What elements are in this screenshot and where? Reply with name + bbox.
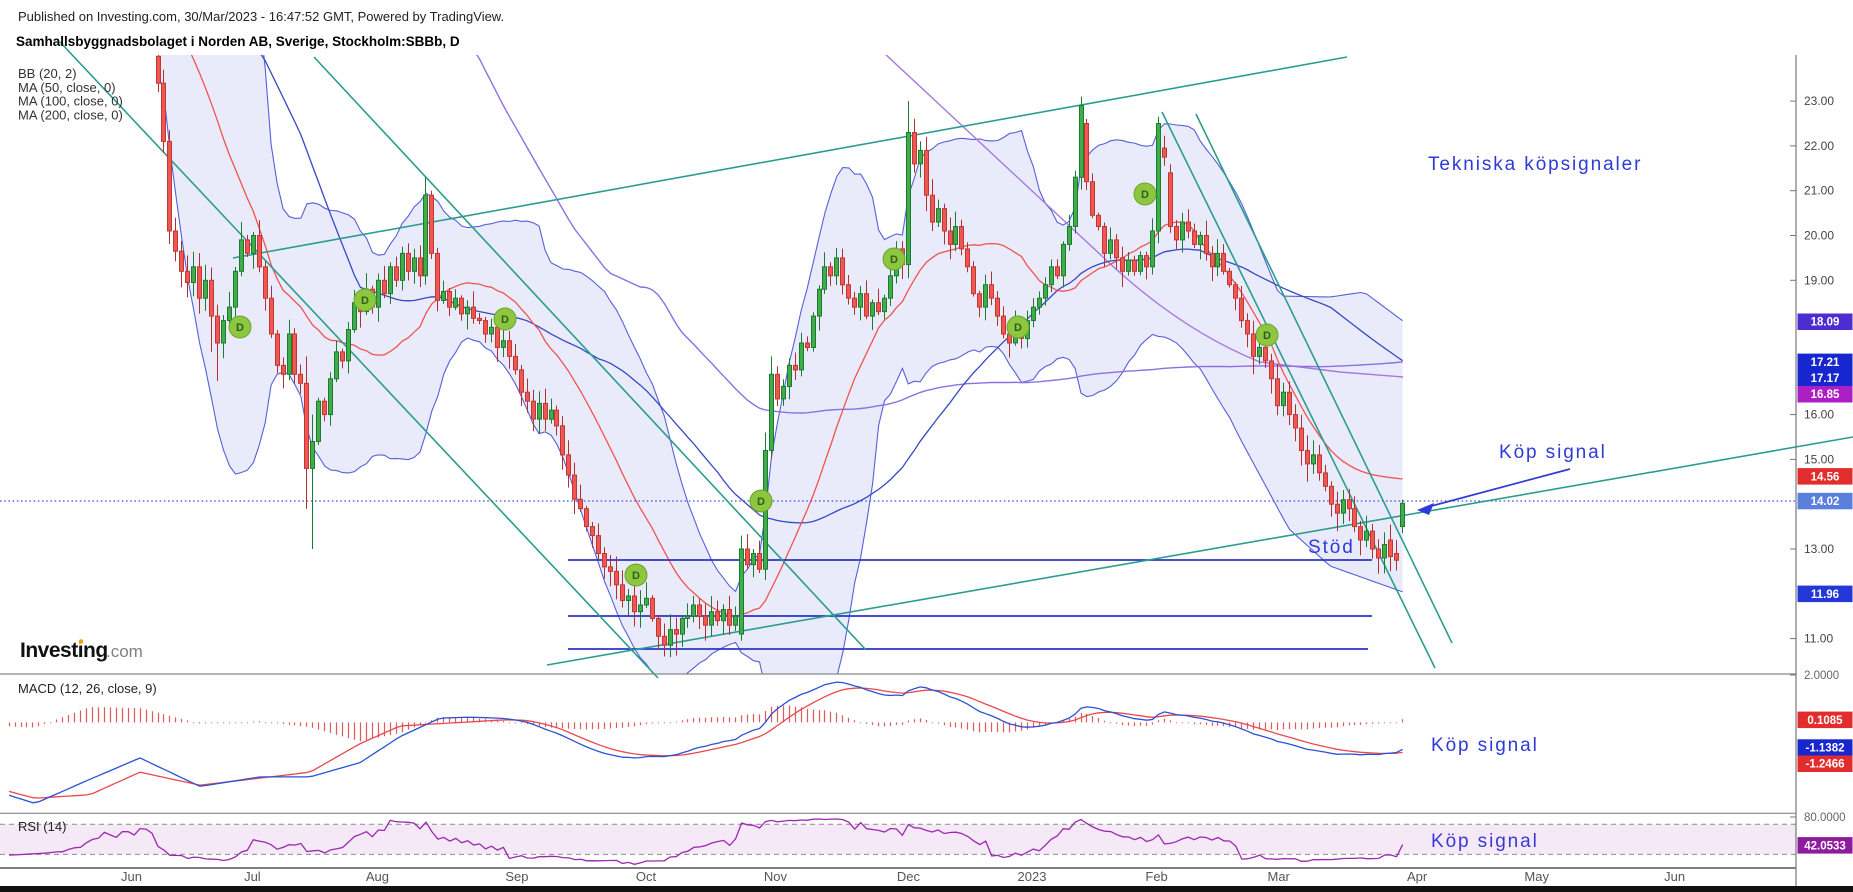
svg-text:Apr: Apr bbox=[1407, 869, 1428, 884]
svg-text:Investing: Investing bbox=[20, 639, 108, 662]
svg-text:-1.1382: -1.1382 bbox=[1805, 743, 1844, 755]
svg-text:D: D bbox=[757, 496, 765, 508]
svg-text:Jul: Jul bbox=[244, 869, 261, 884]
svg-text:D: D bbox=[632, 570, 640, 582]
svg-text:.com: .com bbox=[106, 642, 143, 661]
svg-text:14.56: 14.56 bbox=[1811, 471, 1840, 483]
svg-text:13.00: 13.00 bbox=[1804, 542, 1834, 556]
svg-text:20.00: 20.00 bbox=[1804, 229, 1834, 243]
svg-text:D: D bbox=[1141, 189, 1149, 201]
svg-text:42.0533: 42.0533 bbox=[1804, 840, 1846, 852]
svg-text:Sep: Sep bbox=[505, 869, 528, 884]
svg-text:Oct: Oct bbox=[636, 869, 657, 884]
svg-text:Tekniska köpsignaler: Tekniska köpsignaler bbox=[1428, 154, 1642, 175]
svg-text:D: D bbox=[1263, 330, 1271, 342]
svg-text:Jun: Jun bbox=[1664, 869, 1685, 884]
svg-text:Stöd: Stöd bbox=[1308, 537, 1355, 558]
svg-text:11.00: 11.00 bbox=[1804, 632, 1833, 646]
svg-text:Dec: Dec bbox=[897, 869, 921, 884]
svg-text:Published on Investing.com, 30: Published on Investing.com, 30/Mar/2023 … bbox=[18, 9, 504, 24]
svg-text:18.09: 18.09 bbox=[1811, 317, 1840, 329]
svg-text:-1.2466: -1.2466 bbox=[1805, 759, 1844, 771]
svg-text:Köp signal: Köp signal bbox=[1499, 442, 1607, 463]
svg-text:15.00: 15.00 bbox=[1804, 452, 1834, 466]
svg-text:17.21: 17.21 bbox=[1811, 357, 1840, 369]
svg-text:D: D bbox=[361, 295, 369, 307]
svg-text:D: D bbox=[1014, 322, 1022, 334]
svg-text:MACD (12, 26, close, 9): MACD (12, 26, close, 9) bbox=[18, 681, 157, 696]
svg-text:80.0000: 80.0000 bbox=[1804, 812, 1846, 824]
svg-text:Mar: Mar bbox=[1268, 869, 1291, 884]
svg-text:16.00: 16.00 bbox=[1804, 408, 1834, 422]
svg-text:19.00: 19.00 bbox=[1804, 273, 1834, 287]
svg-text:RSI (14): RSI (14) bbox=[18, 819, 66, 834]
svg-text:D: D bbox=[501, 314, 509, 326]
svg-text:11.96: 11.96 bbox=[1811, 589, 1839, 601]
svg-text:May: May bbox=[1524, 869, 1549, 884]
svg-text:14.02: 14.02 bbox=[1811, 496, 1840, 508]
svg-text:22.00: 22.00 bbox=[1804, 139, 1834, 153]
svg-text:Nov: Nov bbox=[764, 869, 788, 884]
svg-text:Köp signal: Köp signal bbox=[1431, 735, 1539, 756]
svg-text:D: D bbox=[890, 254, 898, 266]
svg-text:0.1085: 0.1085 bbox=[1807, 715, 1843, 727]
svg-text:2023: 2023 bbox=[1018, 869, 1047, 884]
svg-text:Köp signal: Köp signal bbox=[1431, 831, 1539, 852]
svg-text:23.00: 23.00 bbox=[1804, 94, 1834, 108]
svg-text:D: D bbox=[236, 322, 244, 334]
svg-text:Aug: Aug bbox=[366, 869, 389, 884]
svg-text:Samhallsbyggnadsbolaget i Nord: Samhallsbyggnadsbolaget i Norden AB, Sve… bbox=[16, 34, 460, 49]
svg-text:Jun: Jun bbox=[121, 869, 142, 884]
svg-text:17.17: 17.17 bbox=[1811, 373, 1840, 385]
svg-text:MA (100, close, 0): MA (100, close, 0) bbox=[18, 94, 123, 109]
svg-text:21.00: 21.00 bbox=[1804, 184, 1834, 198]
svg-text:2.0000: 2.0000 bbox=[1804, 670, 1839, 682]
svg-text:BB (20, 2): BB (20, 2) bbox=[18, 66, 77, 81]
svg-text:Feb: Feb bbox=[1145, 869, 1167, 884]
svg-text:MA (200, close, 0): MA (200, close, 0) bbox=[18, 107, 123, 122]
svg-text:MA (50, close, 0): MA (50, close, 0) bbox=[18, 80, 116, 95]
svg-text:16.85: 16.85 bbox=[1811, 389, 1840, 401]
